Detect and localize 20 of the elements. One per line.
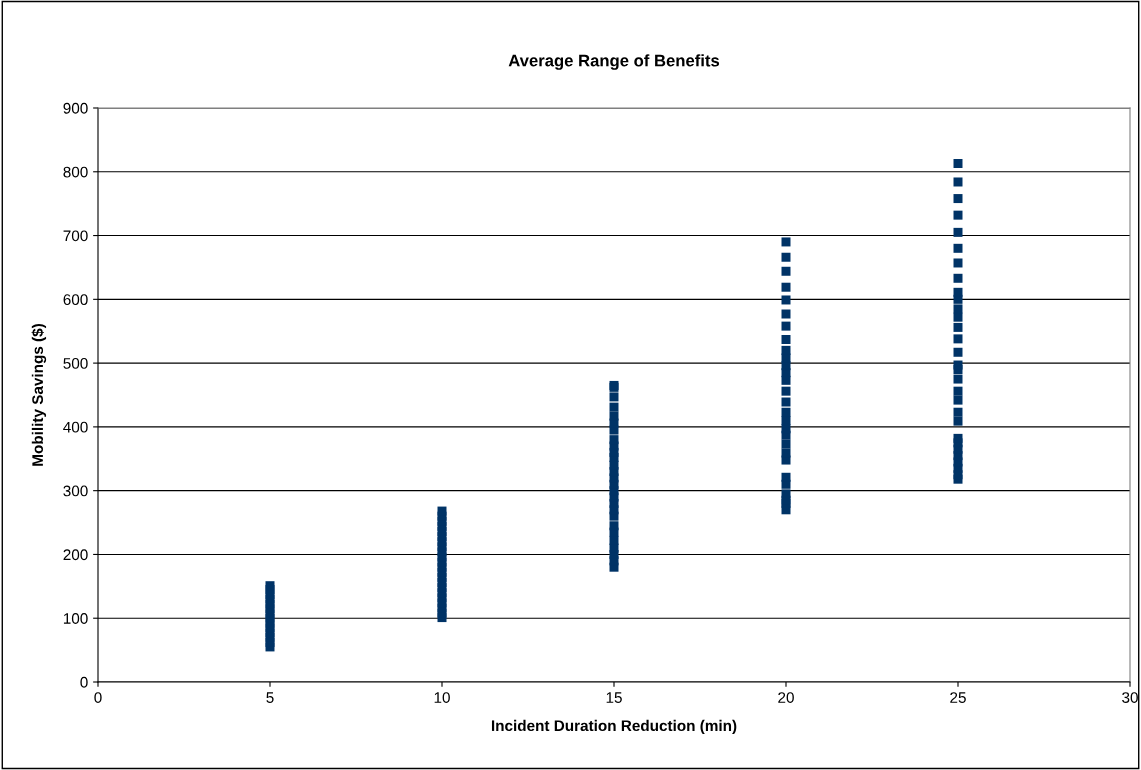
x-tick-label: 0 <box>94 692 102 703</box>
y-tick-label: 800 <box>63 166 88 178</box>
x-tick-label: 10 <box>434 692 450 703</box>
y-tick-label: 0 <box>80 676 88 688</box>
y-tick-label: 100 <box>63 613 88 624</box>
y-tick-label: 500 <box>63 357 88 369</box>
x-axis-title: Incident Duration Reduction (min) <box>491 719 737 735</box>
x-tick-label: 5 <box>266 692 274 703</box>
y-axis-title: Mobility Savings ($) <box>31 324 47 466</box>
chart-title: Average Range of Benefits <box>508 54 720 70</box>
y-tick-label: 400 <box>63 421 88 433</box>
y-tick-label: 600 <box>63 294 88 306</box>
y-tick-label: 300 <box>63 485 88 497</box>
y-tick-label: 700 <box>63 230 88 242</box>
x-tick-label: 15 <box>606 692 622 703</box>
x-tick-label: 20 <box>778 692 794 703</box>
y-tick-label: 200 <box>63 549 88 561</box>
x-tick-label: 30 <box>1122 692 1138 703</box>
x-tick-label: 25 <box>950 692 966 703</box>
y-tick-label: 900 <box>63 102 88 114</box>
